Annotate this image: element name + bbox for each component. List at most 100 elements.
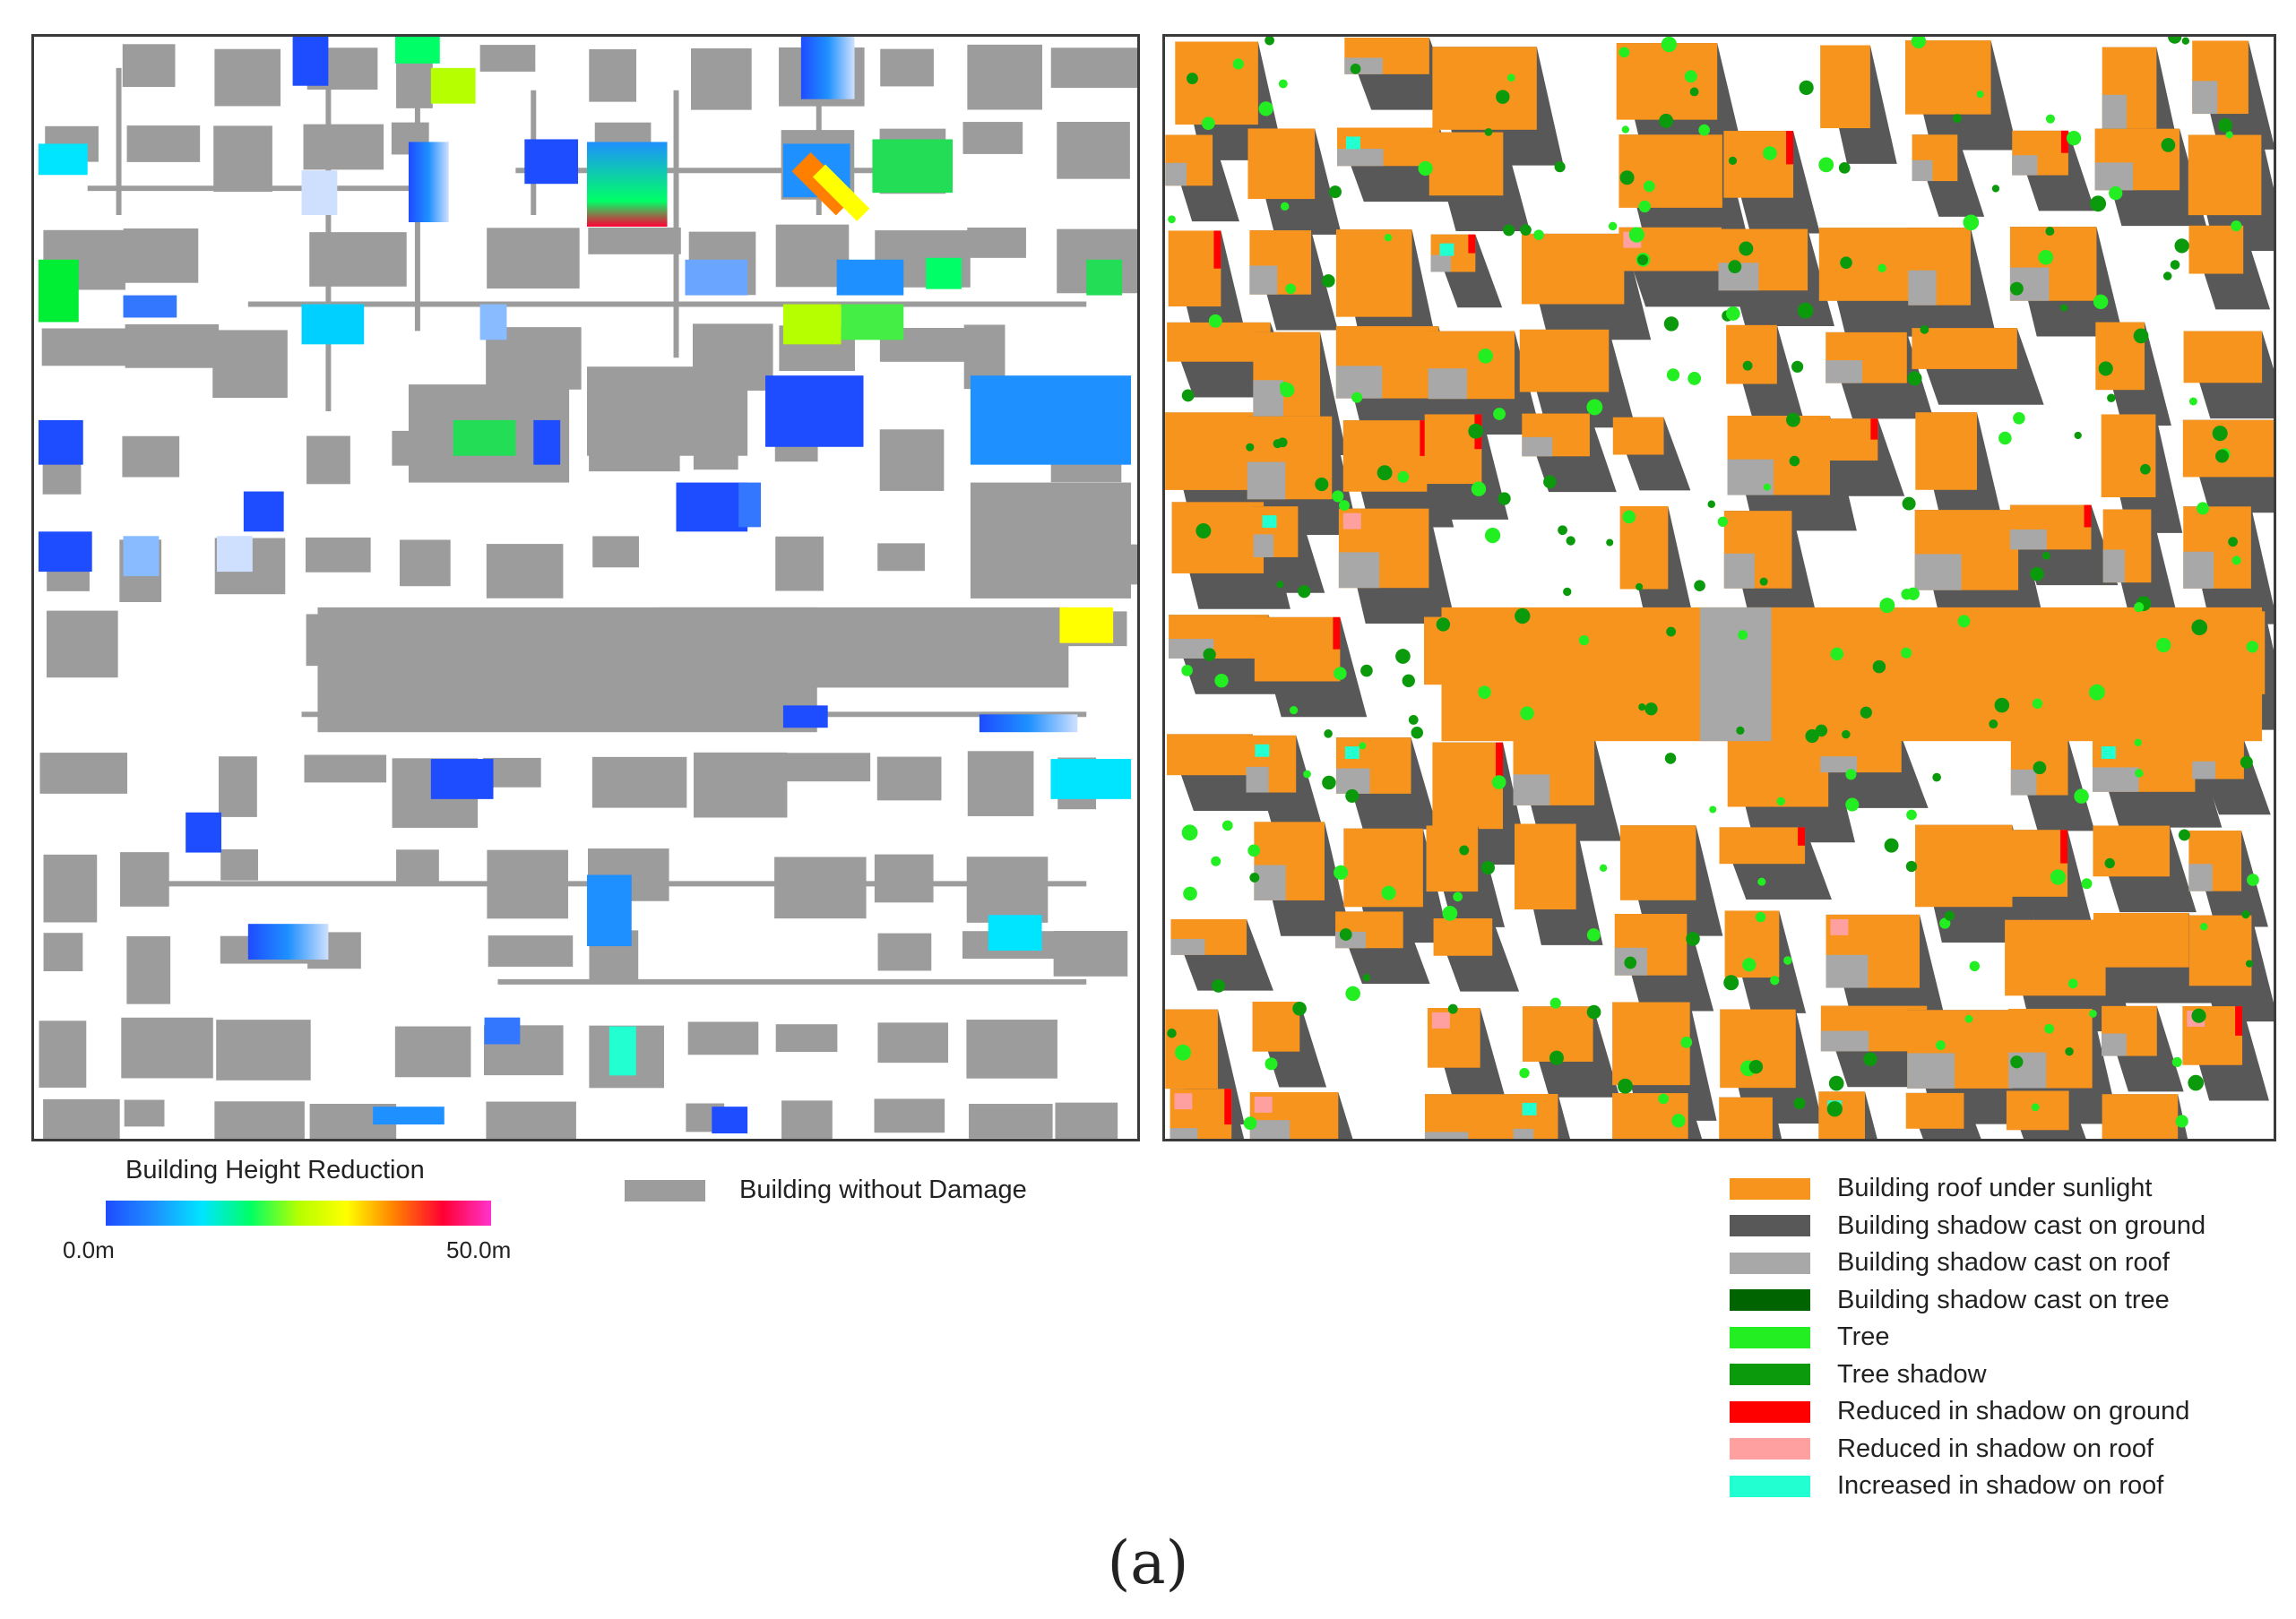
tree — [2225, 131, 2233, 139]
tree — [1902, 496, 1916, 511]
reduced-ground-shadow — [1786, 131, 1794, 165]
tree — [2104, 857, 2115, 869]
sunlit-roof — [1335, 229, 1412, 317]
undamaged-building — [121, 1017, 213, 1079]
tree — [1628, 227, 1644, 243]
tree — [1742, 958, 1757, 972]
roof-shadow — [1424, 1132, 1469, 1139]
tree — [1503, 224, 1515, 237]
damaged-building — [408, 142, 449, 222]
undamaged-building — [220, 848, 258, 881]
tree — [1543, 475, 1557, 489]
tree — [1395, 649, 1411, 664]
tree — [2031, 1103, 2040, 1112]
tree — [1686, 932, 1700, 946]
tree — [1736, 726, 1745, 735]
gradient-legend-title: Building Height Reduction — [125, 1156, 425, 1184]
tree — [1402, 674, 1415, 688]
tree — [2033, 761, 2047, 775]
tree — [1606, 538, 1614, 547]
tree — [1608, 221, 1618, 231]
damaged-building — [301, 170, 338, 216]
tree — [1289, 706, 1299, 715]
tree — [1689, 87, 1699, 97]
tree — [1621, 125, 1630, 133]
tree — [1549, 1050, 1564, 1065]
undamaged-building — [967, 751, 1034, 816]
tree — [1911, 37, 1927, 49]
sunlit-roof — [1168, 230, 1221, 307]
tree — [1622, 510, 1636, 524]
tree — [2081, 878, 2093, 890]
tree — [1998, 431, 2012, 445]
damaged-building — [186, 812, 221, 853]
undamaged-building — [43, 933, 83, 972]
tree — [1698, 124, 1711, 136]
tree — [1258, 101, 1273, 116]
undamaged-building — [119, 852, 169, 907]
tree — [2175, 1115, 2188, 1128]
tree — [1863, 1052, 1877, 1066]
tree — [1397, 470, 1410, 483]
undamaged-building — [123, 228, 199, 283]
tree — [1879, 598, 1895, 614]
roof-shadow — [1170, 1128, 1198, 1139]
legend-row: Building roof under sunlight — [1730, 1170, 2205, 1208]
tree — [1586, 928, 1601, 942]
roof-shadow — [1912, 159, 1933, 182]
tree — [2171, 1056, 2182, 1067]
tree — [1496, 90, 1510, 104]
tree — [2013, 412, 2025, 425]
reduced-roof-shadow — [1342, 512, 1361, 530]
tree — [2133, 328, 2149, 344]
tree — [1797, 302, 1814, 319]
roof-shadow — [2192, 761, 2216, 779]
tree — [1725, 306, 1740, 321]
tree — [1195, 523, 1212, 539]
undamaged-building — [1055, 1102, 1118, 1139]
tree — [2032, 698, 2043, 709]
damaged-building — [988, 915, 1042, 952]
tree — [1322, 775, 1336, 790]
undamaged-building — [586, 366, 748, 456]
undamaged-building — [775, 536, 824, 591]
tree — [1815, 724, 1828, 737]
damaged-building — [373, 1107, 445, 1125]
tree — [1249, 872, 1260, 883]
sunlit-roof — [1247, 128, 1316, 200]
tree — [2074, 431, 2082, 440]
tree — [2240, 755, 2253, 769]
undamaged-building — [1057, 121, 1130, 179]
gradient-min-label: 0.0m — [63, 1236, 115, 1263]
tree — [2170, 260, 2180, 270]
undamaged-building — [1050, 47, 1137, 89]
sunlit-roof — [2188, 225, 2244, 274]
tree — [1298, 585, 1311, 599]
tree — [1285, 283, 1297, 295]
tree — [1338, 500, 1350, 512]
tree — [1278, 79, 1288, 89]
roof-shadow — [2012, 155, 2038, 176]
tree — [1321, 274, 1335, 288]
sunlit-roof — [1905, 40, 1991, 115]
roof-shadow — [2102, 94, 2128, 134]
damaged-building — [524, 139, 579, 185]
tree — [1694, 580, 1705, 592]
reduced-ground-shadow — [1870, 418, 1878, 440]
sunlit-roof — [1167, 734, 1253, 776]
roof-shadow — [1253, 380, 1283, 420]
tree — [2134, 738, 2142, 746]
roof-shadow — [2094, 162, 2134, 191]
tree — [1246, 443, 1255, 452]
roof-shadow — [1165, 162, 1187, 186]
damaged-building — [430, 67, 476, 104]
legend-row: Tree — [1730, 1319, 2205, 1356]
increased-roof-shadow — [2101, 746, 2116, 759]
tree — [1739, 241, 1754, 256]
increased-roof-shadow — [1255, 744, 1270, 757]
sunlit-roof — [1819, 418, 1878, 461]
damaged-building — [712, 1107, 748, 1134]
legend-label: Tree — [1837, 1322, 1890, 1352]
damaged-building — [800, 37, 855, 99]
tree — [2089, 1009, 2097, 1018]
